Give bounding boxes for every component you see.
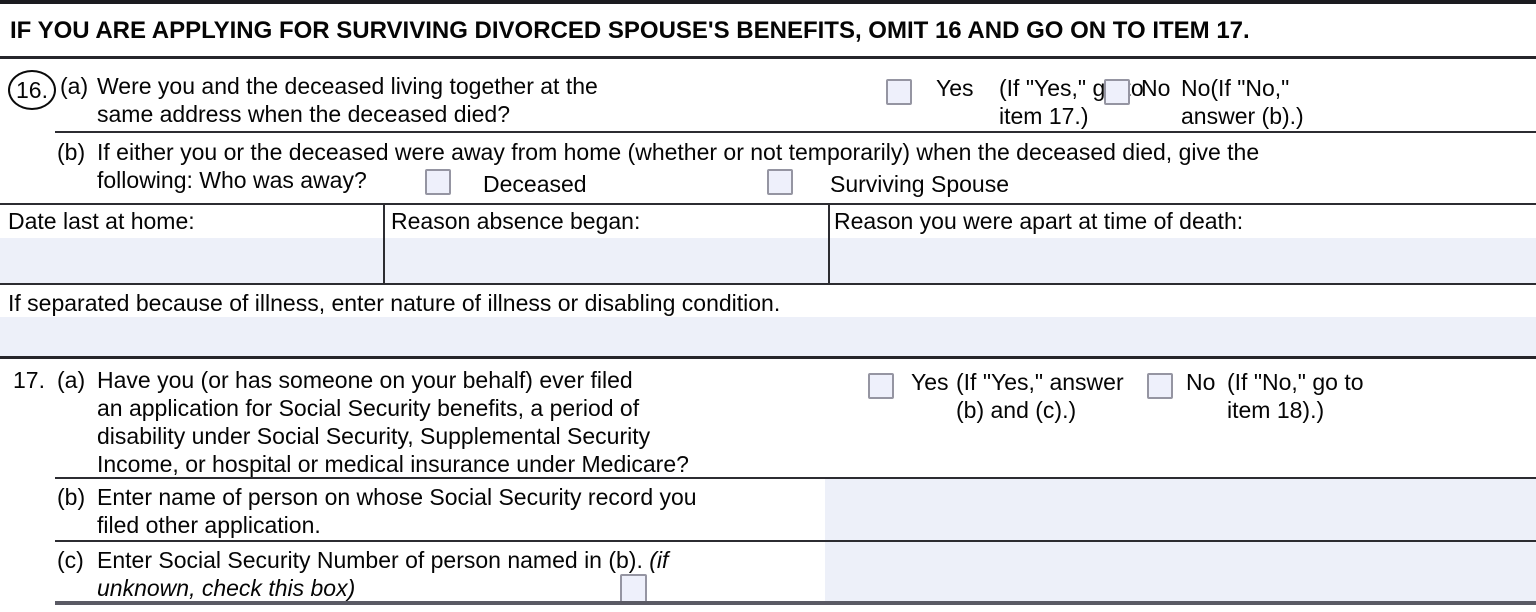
bottom-rule — [55, 601, 1536, 605]
item-17c-question-text: Enter Social Security Number of person n… — [97, 547, 650, 573]
item-17-number: 17. — [13, 367, 45, 393]
section-divider-rule — [0, 356, 1536, 359]
item-17b-question: Enter name of person on whose Social Sec… — [97, 484, 697, 538]
item-16b-surviving-spouse-label: Surviving Spouse — [830, 171, 1009, 197]
rule-under-16a — [55, 131, 1536, 133]
item-17a-yes-note: (If "Yes," answer (b) and (c).) — [956, 369, 1124, 423]
item-17a-yes-checkbox[interactable] — [868, 373, 894, 399]
item-16a-no-label: No — [1141, 75, 1171, 101]
item-16b-deceased-checkbox[interactable] — [425, 169, 451, 195]
item-16a-yes-checkbox[interactable] — [886, 79, 912, 105]
item-16a-no-note: No(If "No," answer (b).) — [1181, 75, 1304, 129]
reason-absence-began-input[interactable] — [385, 238, 828, 283]
reason-apart-at-death-input[interactable] — [830, 238, 1536, 283]
table-header-date-last-at-home: Date last at home: — [8, 208, 195, 234]
item-17c-question-italic: (if unknown, check this box) — [97, 547, 669, 601]
item-17c-unknown-checkbox[interactable] — [620, 574, 647, 603]
table-header-reason-apart-at-death: Reason you were apart at time of death: — [834, 208, 1244, 234]
item-16a-label: (a) — [60, 73, 89, 99]
table-bottom-rule — [0, 283, 1536, 285]
table-divider-1 — [383, 203, 385, 285]
item-17b-name-input[interactable] — [825, 479, 1536, 540]
item-17a-no-note: (If "No," go to item 18).) — [1227, 369, 1364, 423]
section-instruction: IF YOU ARE APPLYING FOR SURVIVING DIVORC… — [10, 17, 1250, 44]
item-16-number-circled: 16. — [8, 70, 56, 110]
item-17a-no-checkbox[interactable] — [1147, 373, 1173, 399]
item-16b-deceased-label: Deceased — [483, 171, 587, 197]
top-rule — [0, 0, 1536, 4]
item-16a-no-checkbox[interactable] — [1104, 79, 1130, 105]
rule-under-17b — [55, 540, 1536, 542]
rule-under-17a — [55, 477, 1536, 479]
item-17a-label: (a) — [57, 367, 86, 393]
table-header-reason-absence-began: Reason absence began: — [391, 208, 641, 234]
item-16a-yes-label: Yes — [936, 75, 974, 101]
item-17c-label: (c) — [57, 547, 84, 573]
item-16a-yes-note: (If "Yes," go to item 17.) — [999, 75, 1144, 129]
date-last-at-home-input[interactable] — [0, 238, 383, 283]
item-16b-surviving-spouse-checkbox[interactable] — [767, 169, 793, 195]
item-17c-ssn-input[interactable] — [825, 542, 1536, 601]
item-17a-yes-label: Yes — [911, 369, 949, 395]
table-top-rule — [0, 203, 1536, 205]
item-17a-no-label: No — [1186, 369, 1216, 395]
item-16-number: 16. — [16, 77, 48, 103]
item-16b-question: If either you or the deceased were away … — [97, 139, 1260, 193]
item-17b-label: (b) — [57, 484, 86, 510]
illness-label: If separated because of illness, enter n… — [8, 290, 781, 316]
header-underline — [0, 56, 1536, 59]
table-divider-2 — [828, 203, 830, 285]
item-17a-question: Have you (or has someone on your behalf)… — [97, 367, 689, 477]
item-16b-label: (b) — [57, 139, 86, 165]
item-16a-question: Were you and the deceased living togethe… — [97, 73, 598, 127]
item-17c-question: Enter Social Security Number of person n… — [97, 546, 797, 602]
illness-input[interactable] — [0, 317, 1536, 356]
